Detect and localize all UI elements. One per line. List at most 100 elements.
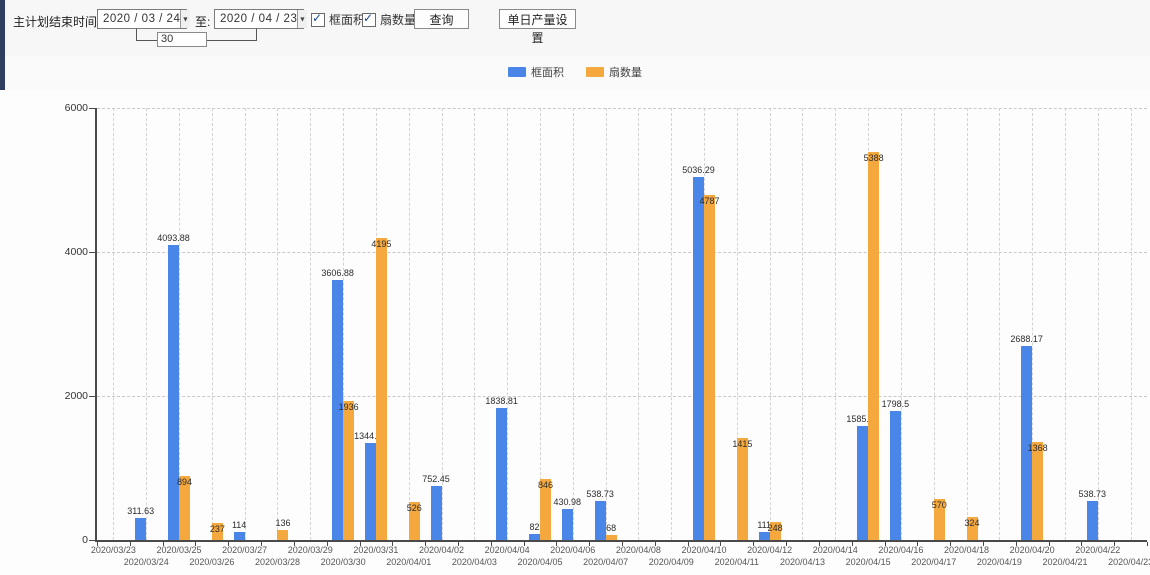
vertical-gridline — [441, 108, 443, 540]
x-axis-date-label: 2020/03/28 — [254, 557, 300, 567]
frame-area-value-label: 111 — [757, 520, 771, 530]
frame-area-bar — [561, 508, 573, 540]
x-axis-tick — [195, 542, 197, 546]
x-axis-date-label: 2020/03/31 — [353, 545, 399, 555]
days-between-input[interactable]: 30 — [157, 32, 207, 47]
vertical-gridline — [211, 108, 213, 540]
y-axis-tick-label: 2000 — [64, 390, 88, 402]
x-axis-date-label: 2020/04/05 — [517, 557, 563, 567]
checkbox-checked-icon[interactable] — [362, 11, 376, 27]
x-axis-date-label: 2020/03/26 — [189, 557, 235, 567]
chevron-down-icon[interactable] — [180, 10, 191, 28]
date-from-picker[interactable]: 2020 / 03 / 24 — [97, 9, 191, 29]
x-axis-tick — [425, 542, 427, 546]
frame-area-value-label: 538.73 — [586, 489, 614, 500]
sash-count-bar — [539, 479, 551, 540]
sash-count-value-label: 4195 — [371, 238, 392, 249]
x-axis-date-label: 2020/04/20 — [1009, 545, 1055, 555]
x-axis-date-label: 2020/04/09 — [648, 557, 694, 567]
vertical-gridline — [539, 108, 541, 540]
checkbox-checked-icon[interactable] — [311, 11, 325, 27]
y-axis-tick-label: 0 — [82, 534, 88, 546]
x-axis-date-label: 2020/04/14 — [812, 545, 858, 555]
vertical-gridline — [671, 108, 673, 540]
sash-count-bar — [375, 237, 387, 540]
daily-output-settings-button[interactable]: 单日产量设置 — [499, 9, 576, 45]
frame-area-swatch-icon — [508, 67, 526, 77]
vertical-gridline — [1032, 108, 1034, 540]
sash-count-value-label: 324 — [964, 517, 980, 528]
x-axis-tick — [261, 542, 263, 546]
x-axis-date-label: 2020/04/10 — [681, 545, 727, 555]
x-axis-tick — [786, 542, 788, 546]
chart-legend: 框面积 扇数量 — [0, 64, 1150, 80]
y-axis-tick-label: 6000 — [64, 102, 88, 114]
vertical-gridline — [835, 108, 837, 540]
legend-sash-count-label: 扇数量 — [609, 67, 642, 79]
vertical-gridline — [900, 108, 902, 540]
sash-count-value-label: 136 — [275, 518, 291, 529]
sash-count-value-label: 1415 — [732, 439, 753, 450]
x-axis-date-label: 2020/03/27 — [222, 545, 268, 555]
frame-area-bar — [758, 532, 770, 540]
frame-area-value-label: 752.45 — [422, 473, 450, 484]
query-button[interactable]: 查询 — [414, 9, 469, 29]
x-axis-tick — [622, 542, 623, 546]
vertical-gridline — [802, 108, 804, 540]
vertical-gridline — [966, 108, 968, 540]
sash-count-bar — [1032, 441, 1044, 540]
sash-count-value-label: 68 — [606, 523, 617, 534]
x-axis-date-label: 2020/04/06 — [550, 545, 596, 555]
horizontal-gridline — [97, 396, 1147, 397]
frame-area-bar — [594, 501, 606, 540]
frame-area-bar — [364, 443, 376, 540]
frame-area-value-label: 538.73 — [1078, 489, 1107, 500]
sash-count-bar — [408, 502, 420, 540]
sash-count-bar — [343, 400, 355, 540]
vertical-gridline — [507, 108, 509, 540]
frame-area-value-label: 114 — [231, 519, 247, 530]
x-axis-date-label: 2020/04/21 — [1042, 557, 1088, 567]
vertical-gridline — [1097, 108, 1099, 540]
plot-area: 0 2000 4000 6000 2020/03/23 2020/03/24 2020/03… — [65, 102, 1150, 567]
checkbox-frame-area-label: 框面积 — [329, 13, 366, 27]
x-axis-date-label: 2020/04/03 — [451, 557, 497, 567]
sash-count-bar — [868, 152, 880, 540]
sash-count-bar — [704, 195, 716, 540]
y-axis-tick — [89, 396, 95, 397]
vertical-gridline — [343, 108, 345, 540]
date-to-value: 2020 / 04 / 23 — [220, 13, 298, 25]
frame-area-bar — [332, 280, 344, 540]
toolbar: 主计划结束时间: 2020 / 03 / 24 至: 2020 / 04 / 2… — [5, 0, 1150, 56]
checkbox-sash-count[interactable]: 扇数量 — [362, 11, 416, 28]
x-axis-tick — [818, 542, 820, 546]
x-axis-tick — [982, 542, 984, 546]
frame-area-bar — [233, 531, 245, 540]
x-axis-date-label: 2020/04/16 — [878, 545, 924, 555]
y-axis-tick — [89, 108, 95, 109]
frame-area-value-label: 82 — [529, 522, 540, 533]
x-axis-date-label: 2020/04/19 — [976, 557, 1022, 567]
vertical-gridline — [736, 108, 738, 540]
sash-count-bar — [605, 535, 617, 540]
plan-end-time-label: 主计划结束时间: — [13, 15, 101, 29]
vertical-gridline — [1130, 108, 1132, 540]
x-axis-date-label: 2020/04/17 — [911, 557, 957, 567]
vertical-gridline — [474, 108, 476, 540]
legend-item-frame-area: 框面积 — [508, 64, 564, 80]
sash-count-value-label: 4787 — [699, 196, 720, 207]
sash-count-swatch-icon — [586, 67, 604, 77]
x-axis-tick — [293, 542, 295, 546]
sash-count-value-label: 248 — [767, 523, 783, 534]
x-axis-date-label: 2020/04/08 — [615, 545, 661, 555]
date-to-picker[interactable]: 2020 / 04 / 23 — [214, 9, 308, 29]
x-axis-date-label: 2020/04/01 — [386, 557, 432, 567]
x-axis-tick — [917, 542, 919, 546]
checkbox-frame-area[interactable]: 框面积 — [311, 11, 365, 28]
x-axis-date-label: 2020/04/13 — [779, 557, 825, 567]
x-axis-tick — [851, 542, 853, 546]
frame-area-bar — [496, 407, 508, 540]
chevron-down-icon[interactable] — [297, 10, 308, 28]
sash-count-bar — [211, 522, 223, 540]
frame-area-value-label: 311.63 — [127, 505, 155, 516]
